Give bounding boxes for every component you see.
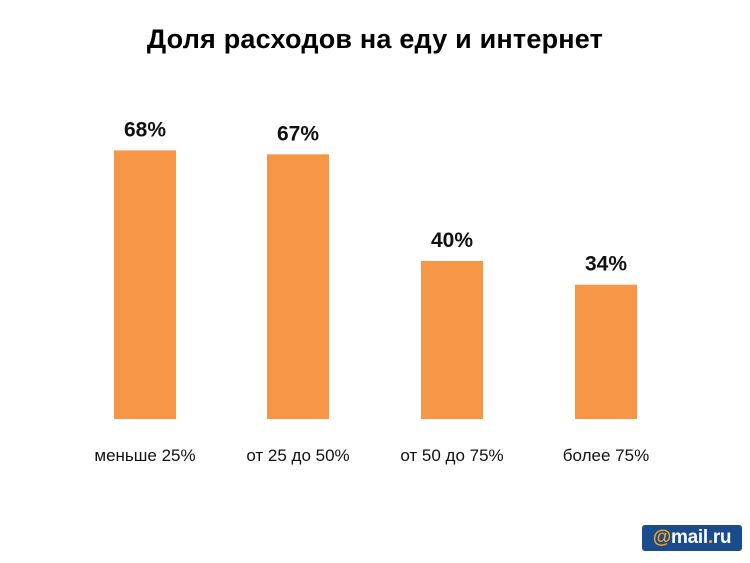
bar-1 (114, 150, 176, 419)
bar-3 (421, 261, 483, 419)
logo-name: mail (671, 527, 708, 548)
logo-at-sign: @ (652, 527, 672, 548)
chart-title: Доля расходов на еду и интернет (146, 24, 604, 54)
bar-4 (575, 284, 637, 419)
value-label-2: 67% (277, 122, 319, 145)
value-label-3: 40% (431, 229, 473, 252)
category-label-1: меньше 25% (94, 446, 195, 465)
category-label-2: от 25 до 50% (246, 446, 349, 465)
value-label-1: 68% (124, 118, 166, 141)
mailru-logo: @ mail. ru (642, 525, 742, 551)
value-label-4: 34% (585, 253, 627, 276)
logo-tld: ru (712, 527, 732, 548)
logo-dot: . (707, 527, 713, 548)
category-label-4: более 75% (563, 446, 649, 465)
bar-2 (267, 154, 329, 419)
category-label-3: от 50 до 75% (400, 446, 503, 465)
